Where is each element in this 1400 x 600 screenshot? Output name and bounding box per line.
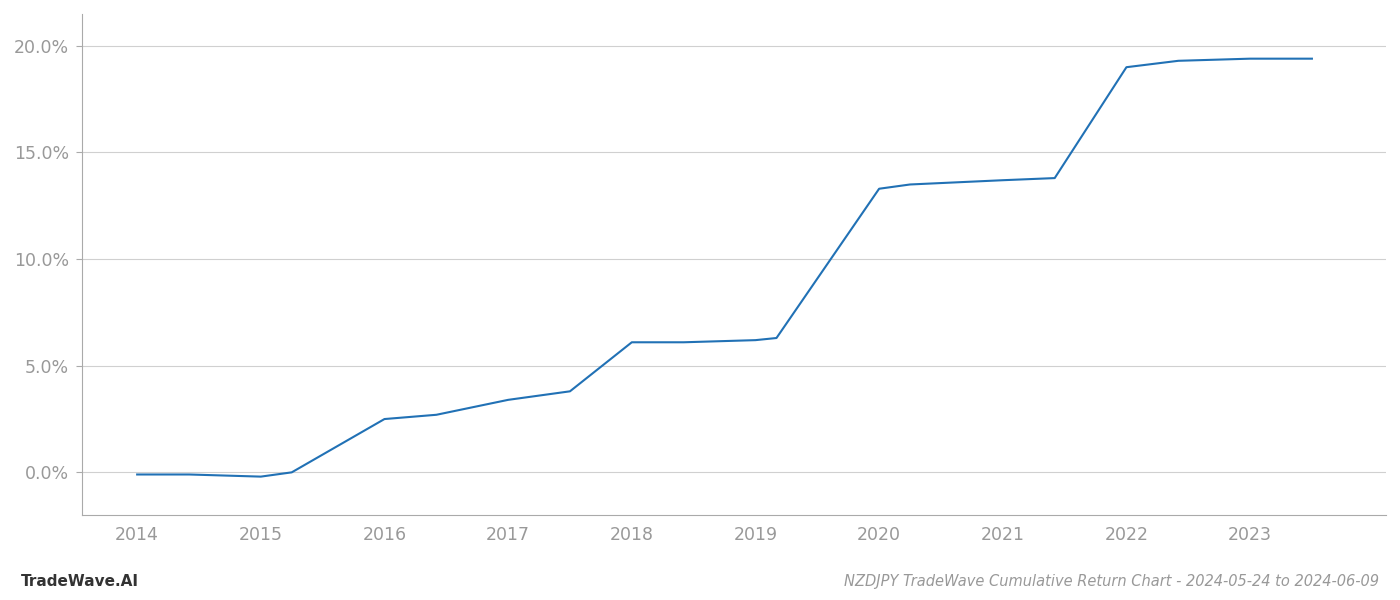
Text: NZDJPY TradeWave Cumulative Return Chart - 2024-05-24 to 2024-06-09: NZDJPY TradeWave Cumulative Return Chart…: [844, 574, 1379, 589]
Text: TradeWave.AI: TradeWave.AI: [21, 574, 139, 589]
